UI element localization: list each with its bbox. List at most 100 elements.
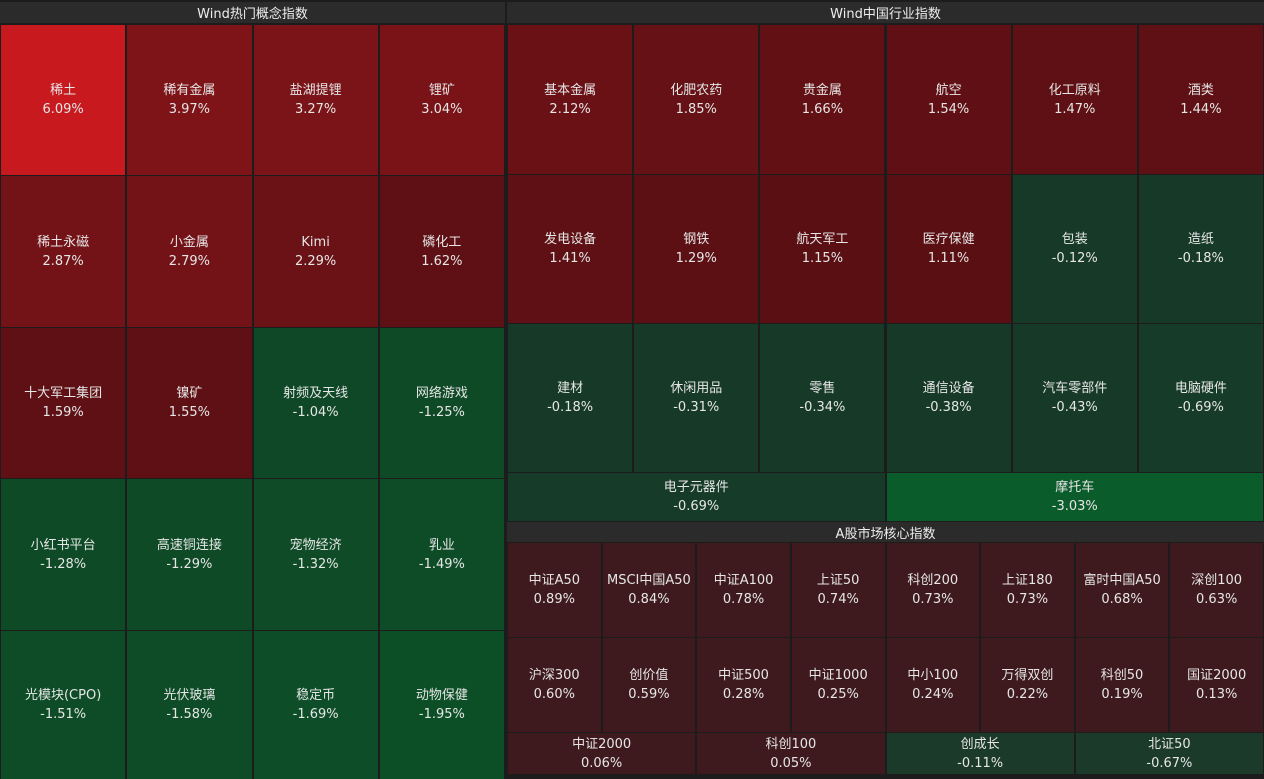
index-tile[interactable]: 贵金属 1.66% <box>759 24 886 175</box>
tile-label: 北证50 <box>1148 736 1191 752</box>
tile-change: -0.18% <box>1177 251 1224 266</box>
index-tile[interactable]: 沪深300 0.60% <box>507 637 602 733</box>
index-tile[interactable]: 磷化工 1.62% <box>378 175 505 328</box>
tile-label: 创价值 <box>629 668 669 683</box>
tile-change: -1.51% <box>40 707 87 722</box>
index-tile[interactable]: 创成长 -0.11% <box>885 732 1075 775</box>
index-tile[interactable]: 十大军工集团 1.59% <box>0 327 127 479</box>
index-tile[interactable]: 中证A100 0.78% <box>696 542 791 638</box>
index-tile[interactable]: 中证A50 0.89% <box>507 542 602 638</box>
index-tile[interactable]: 上证50 0.74% <box>790 542 886 638</box>
index-tile[interactable]: 电脑硬件 -0.69% <box>1137 323 1264 473</box>
index-tile[interactable]: 锂矿 3.04% <box>378 24 505 176</box>
tile-change: 3.27% <box>294 102 337 117</box>
tile-label: 发电设备 <box>544 232 597 247</box>
tile-label: 汽车零部件 <box>1042 381 1108 396</box>
tile-label: 建材 <box>557 381 584 396</box>
index-tile[interactable]: 航天军工 1.15% <box>759 174 886 324</box>
index-tile[interactable]: 深创100 0.63% <box>1169 542 1264 638</box>
tile-change: -1.29% <box>166 556 213 572</box>
index-tile[interactable]: 建材 -0.18% <box>507 323 634 473</box>
index-tile[interactable]: 光模块(CPO) -1.51% <box>0 630 127 779</box>
tile-change: 1.66% <box>801 101 844 117</box>
index-tile[interactable]: 北证50 -0.67% <box>1074 732 1264 775</box>
index-tile[interactable]: 镍矿 1.55% <box>126 327 253 479</box>
tile-label: 科创50 <box>1100 668 1144 683</box>
index-tile[interactable]: 宠物经济 -1.32% <box>252 478 379 631</box>
tile-label: 中证2000 <box>572 736 632 752</box>
index-tile[interactable]: Kimi 2.29% <box>252 175 379 328</box>
index-tile[interactable]: 盐湖提锂 3.27% <box>252 24 379 176</box>
tile-label: 网络游戏 <box>415 386 468 401</box>
index-tile[interactable]: 射频及天线 -1.04% <box>252 327 379 479</box>
index-tile[interactable]: 中证2000 0.06% <box>507 732 697 775</box>
index-tile[interactable]: 化肥农药 1.85% <box>633 24 760 175</box>
panel-title: Wind热门概念指数 <box>0 2 505 23</box>
index-tile[interactable]: 中证1000 0.25% <box>790 637 886 733</box>
tile-label: Kimi <box>301 234 330 250</box>
index-tile[interactable]: 上证180 0.73% <box>980 542 1075 638</box>
tile-change: -0.67% <box>1146 755 1193 771</box>
index-tile[interactable]: 造纸 -0.18% <box>1137 174 1264 324</box>
index-tile[interactable]: 科创200 0.73% <box>885 542 981 638</box>
index-tile[interactable]: 富时中国A50 0.68% <box>1074 542 1170 638</box>
index-tile[interactable]: 稀土 6.09% <box>0 24 127 176</box>
index-tile[interactable]: 动物保健 -1.95% <box>378 630 505 779</box>
index-tile[interactable]: 高速铜连接 -1.29% <box>126 478 253 631</box>
index-tile[interactable]: 酒类 1.44% <box>1137 24 1264 175</box>
tile-change: 1.41% <box>549 251 591 266</box>
index-tile[interactable]: 国证2000 0.13% <box>1169 637 1264 733</box>
index-tile[interactable]: 汽车零部件 -0.43% <box>1011 323 1138 473</box>
index-tile[interactable]: 中小100 0.24% <box>885 637 981 733</box>
index-tile[interactable]: 小红书平台 -1.28% <box>0 478 127 631</box>
index-tile[interactable]: 中证500 0.28% <box>696 637 791 733</box>
tile-label: 贵金属 <box>802 82 842 98</box>
index-tile[interactable]: 稳定币 -1.69% <box>252 630 379 779</box>
index-tile[interactable]: 零售 -0.34% <box>759 323 886 473</box>
index-tile[interactable]: 乳业 -1.49% <box>378 478 505 631</box>
tile-label: 十大军工集团 <box>24 386 103 401</box>
tile-label: 锂矿 <box>428 83 455 98</box>
tile-label: 光模块(CPO) <box>24 688 102 703</box>
index-tile[interactable]: 万得双创 0.22% <box>980 637 1075 733</box>
index-tile[interactable]: MSCI中国A50 0.84% <box>601 542 697 638</box>
index-tile[interactable]: 包装 -0.12% <box>1011 174 1138 324</box>
tile-label: 通信设备 <box>922 381 975 396</box>
tile-label: 中证500 <box>718 668 769 683</box>
tile-label: 钢铁 <box>683 232 710 247</box>
panel-title: A股市场核心指数 <box>507 522 1264 542</box>
tile-label: 稀土 <box>50 83 77 98</box>
index-tile[interactable]: 科创100 0.05% <box>696 732 886 775</box>
index-tile[interactable]: 通信设备 -0.38% <box>885 323 1012 473</box>
index-tile[interactable]: 基本金属 2.12% <box>507 24 634 175</box>
tile-change: 0.59% <box>628 687 670 702</box>
tile-label: 零售 <box>809 381 836 396</box>
tile-change: 1.85% <box>675 101 717 117</box>
tile-label: 航天军工 <box>796 232 849 247</box>
index-tile[interactable]: 光伏玻璃 -1.58% <box>126 630 253 779</box>
tile-change: 0.74% <box>817 592 859 607</box>
tile-change: 1.54% <box>927 101 970 117</box>
index-tile[interactable]: 小金属 2.79% <box>126 175 253 328</box>
tile-label: 化工原料 <box>1048 82 1101 98</box>
index-tile[interactable]: 钢铁 1.29% <box>633 174 760 324</box>
tile-change: 0.89% <box>533 592 575 607</box>
tile-label: 中证A100 <box>713 573 774 588</box>
index-tile[interactable]: 发电设备 1.41% <box>507 174 634 324</box>
tile-label: 化肥农药 <box>670 82 723 98</box>
tile-change: 0.73% <box>912 592 954 607</box>
index-tile[interactable]: 科创50 0.19% <box>1074 637 1170 733</box>
index-tile[interactable]: 化工原料 1.47% <box>1011 24 1138 175</box>
index-tile[interactable]: 稀有金属 3.97% <box>126 24 253 176</box>
index-tile[interactable]: 创价值 0.59% <box>601 637 697 733</box>
index-tile[interactable]: 航空 1.54% <box>885 24 1012 175</box>
index-tile[interactable]: 电子元器件 -0.69% <box>507 472 886 522</box>
index-tile[interactable]: 网络游戏 -1.25% <box>378 327 505 479</box>
tile-change: 0.24% <box>912 687 954 702</box>
tile-label: MSCI中国A50 <box>607 573 691 588</box>
index-tile[interactable]: 医疗保健 1.11% <box>885 174 1012 324</box>
index-tile[interactable]: 摩托车 -3.03% <box>885 472 1264 522</box>
tile-change: 3.97% <box>168 102 211 117</box>
index-tile[interactable]: 稀土永磁 2.87% <box>0 175 127 328</box>
index-tile[interactable]: 休闲用品 -0.31% <box>633 323 760 473</box>
